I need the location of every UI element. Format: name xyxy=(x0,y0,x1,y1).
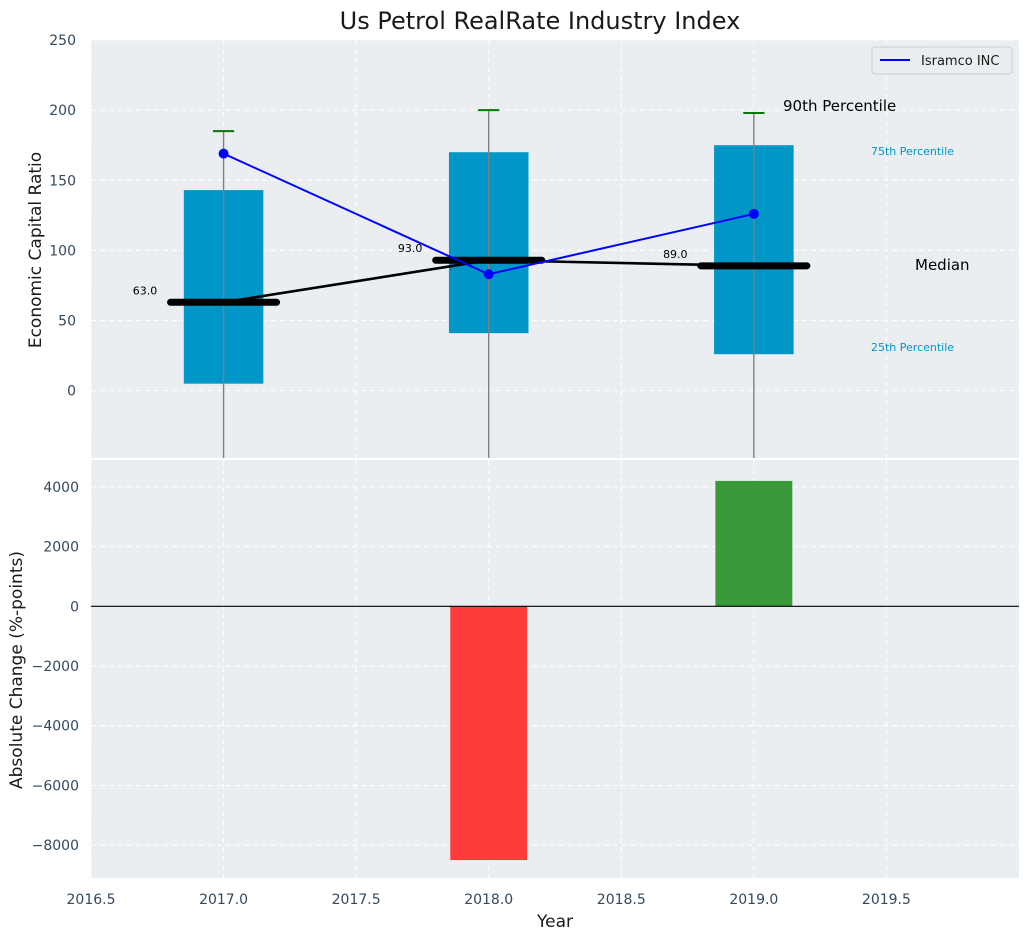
bottom-y-tick-label: −8000 xyxy=(32,838,79,854)
company-series-point xyxy=(748,208,759,219)
top-chart-marks: 63.0 93.0 89.0 xyxy=(133,109,811,458)
top-y-tick-label: 100 xyxy=(49,243,76,259)
x-tick-label: 2018.5 xyxy=(597,892,646,908)
company-series-point xyxy=(483,269,494,280)
x-tick-label: 2017.5 xyxy=(332,892,381,908)
positive-change-bar xyxy=(715,480,793,607)
annotation-p75: 75th Percentile xyxy=(871,145,954,158)
top-y-axis-title: Economic Capital Ratio xyxy=(26,152,46,348)
bottom-y-tick-label: 4000 xyxy=(43,480,79,496)
negative-change-bar xyxy=(450,606,528,861)
x-tick-label: 2017.0 xyxy=(199,892,248,908)
bottom-y-tick-label: 2000 xyxy=(43,540,79,556)
top-y-tick-labels: 0 50 100 150 200 250 xyxy=(49,33,76,400)
median-value-label: 89.0 xyxy=(663,248,688,261)
x-tick-labels: 2016.5 2017.0 2017.5 2018.0 2018.5 2019.0 2019… xyxy=(67,892,911,908)
company-series-point xyxy=(218,148,229,159)
bottom-chart-marks xyxy=(91,480,1019,861)
top-y-tick-label: 200 xyxy=(49,103,76,119)
annotation-p90: 90th Percentile xyxy=(783,97,896,115)
legend-box xyxy=(871,46,1013,75)
legend: Isramco INC xyxy=(871,46,1013,75)
top-y-tick-label: 250 xyxy=(49,33,76,49)
bottom-y-tick-label: −2000 xyxy=(32,659,79,675)
x-tick-label: 2016.5 xyxy=(67,892,116,908)
top-y-tick-label: 150 xyxy=(49,173,76,189)
x-tick-label: 2019.0 xyxy=(729,892,778,908)
bottom-plot-background xyxy=(91,460,1019,878)
x-tick-label: 2019.5 xyxy=(862,892,911,908)
median-value-label: 93.0 xyxy=(398,242,423,255)
legend-label-isramco: Isramco INC xyxy=(921,54,999,69)
median-value-label: 63.0 xyxy=(133,284,158,297)
chart-title: Us Petrol RealRate Industry Index xyxy=(340,7,741,35)
top-y-tick-label: 0 xyxy=(67,384,76,400)
bottom-y-tick-labels: −8000 −6000 −4000 −2000 0 2000 4000 xyxy=(32,480,79,854)
bottom-y-tick-label: 0 xyxy=(70,599,79,615)
bottom-y-tick-label: −4000 xyxy=(32,719,79,735)
annotation-median: Median xyxy=(915,256,970,274)
bottom-y-tick-label: −6000 xyxy=(32,778,79,794)
x-tick-label: 2018.0 xyxy=(464,892,513,908)
x-axis-title: Year xyxy=(536,912,573,932)
annotation-p25: 25th Percentile xyxy=(871,341,954,354)
bottom-y-axis-title: Absolute Change (%-points) xyxy=(7,551,27,789)
top-y-tick-label: 50 xyxy=(58,314,76,330)
